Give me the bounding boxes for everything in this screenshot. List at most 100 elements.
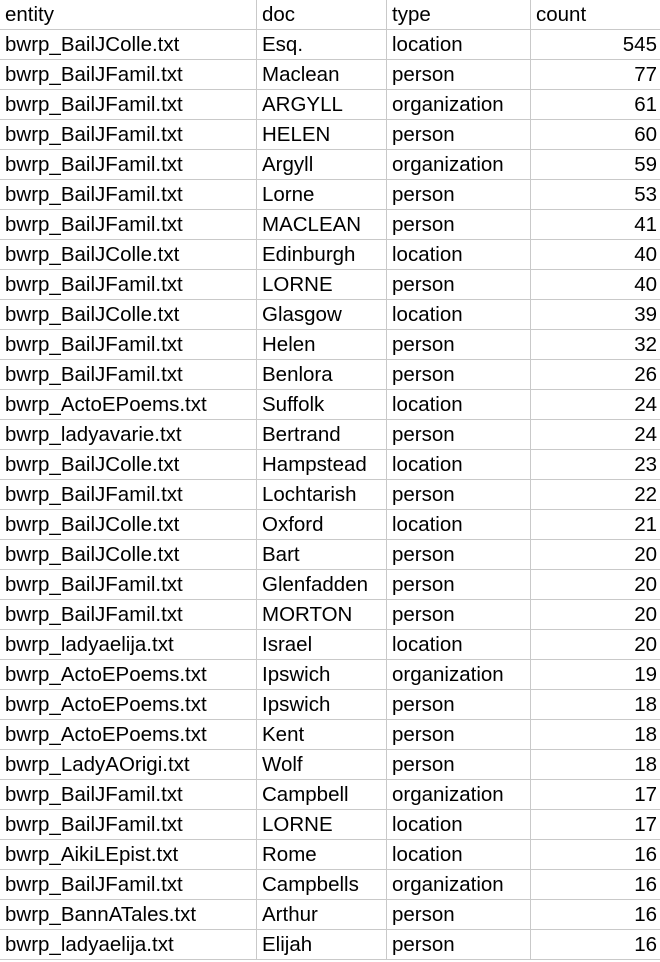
cell-entity[interactable]: bwrp_BailJFamil.txt	[0, 150, 257, 180]
cell-type[interactable]: person	[387, 930, 531, 960]
cell-doc[interactable]: Suffolk	[257, 390, 387, 420]
cell-entity[interactable]: bwrp_BailJFamil.txt	[0, 870, 257, 900]
header-cell-type[interactable]: type	[387, 0, 531, 30]
cell-doc[interactable]: Ipswich	[257, 660, 387, 690]
cell-type[interactable]: location	[387, 450, 531, 480]
cell-count[interactable]: 16	[531, 840, 660, 870]
cell-count[interactable]: 23	[531, 450, 660, 480]
cell-entity[interactable]: bwrp_BailJFamil.txt	[0, 360, 257, 390]
cell-count[interactable]: 59	[531, 150, 660, 180]
cell-type[interactable]: organization	[387, 780, 531, 810]
cell-entity[interactable]: bwrp_BailJFamil.txt	[0, 210, 257, 240]
cell-type[interactable]: organization	[387, 90, 531, 120]
cell-count[interactable]: 24	[531, 390, 660, 420]
cell-count[interactable]: 18	[531, 720, 660, 750]
cell-count[interactable]: 40	[531, 240, 660, 270]
cell-type[interactable]: location	[387, 630, 531, 660]
cell-count[interactable]: 19	[531, 660, 660, 690]
cell-count[interactable]: 545	[531, 30, 660, 60]
cell-type[interactable]: person	[387, 600, 531, 630]
cell-entity[interactable]: bwrp_BailJColle.txt	[0, 30, 257, 60]
header-cell-doc[interactable]: doc	[257, 0, 387, 30]
cell-entity[interactable]: bwrp_ActoEPoems.txt	[0, 690, 257, 720]
cell-type[interactable]: person	[387, 570, 531, 600]
cell-type[interactable]: location	[387, 510, 531, 540]
cell-doc[interactable]: Oxford	[257, 510, 387, 540]
cell-doc[interactable]: Helen	[257, 330, 387, 360]
cell-count[interactable]: 22	[531, 480, 660, 510]
cell-doc[interactable]: Elijah	[257, 930, 387, 960]
cell-entity[interactable]: bwrp_ladyavarie.txt	[0, 420, 257, 450]
cell-count[interactable]: 21	[531, 510, 660, 540]
cell-count[interactable]: 18	[531, 690, 660, 720]
cell-type[interactable]: location	[387, 390, 531, 420]
cell-count[interactable]: 39	[531, 300, 660, 330]
cell-count[interactable]: 18	[531, 750, 660, 780]
header-cell-count[interactable]: count	[531, 0, 660, 30]
cell-doc[interactable]: Kent	[257, 720, 387, 750]
cell-entity[interactable]: bwrp_BailJColle.txt	[0, 450, 257, 480]
cell-doc[interactable]: Bertrand	[257, 420, 387, 450]
cell-entity[interactable]: bwrp_BailJFamil.txt	[0, 570, 257, 600]
cell-doc[interactable]: ARGYLL	[257, 90, 387, 120]
cell-count[interactable]: 20	[531, 540, 660, 570]
cell-entity[interactable]: bwrp_BailJFamil.txt	[0, 90, 257, 120]
cell-doc[interactable]: Glenfadden	[257, 570, 387, 600]
cell-type[interactable]: person	[387, 330, 531, 360]
cell-entity[interactable]: bwrp_BailJColle.txt	[0, 240, 257, 270]
cell-entity[interactable]: bwrp_ladyaelija.txt	[0, 630, 257, 660]
cell-count[interactable]: 16	[531, 900, 660, 930]
cell-doc[interactable]: Arthur	[257, 900, 387, 930]
cell-type[interactable]: location	[387, 300, 531, 330]
cell-count[interactable]: 41	[531, 210, 660, 240]
cell-count[interactable]: 17	[531, 810, 660, 840]
cell-count[interactable]: 53	[531, 180, 660, 210]
cell-count[interactable]: 16	[531, 870, 660, 900]
cell-doc[interactable]: Wolf	[257, 750, 387, 780]
cell-type[interactable]: person	[387, 750, 531, 780]
cell-count[interactable]: 61	[531, 90, 660, 120]
cell-entity[interactable]: bwrp_BailJFamil.txt	[0, 780, 257, 810]
cell-type[interactable]: person	[387, 210, 531, 240]
cell-doc[interactable]: MORTON	[257, 600, 387, 630]
cell-doc[interactable]: Edinburgh	[257, 240, 387, 270]
cell-type[interactable]: person	[387, 720, 531, 750]
cell-type[interactable]: location	[387, 810, 531, 840]
cell-entity[interactable]: bwrp_BailJFamil.txt	[0, 600, 257, 630]
cell-type[interactable]: person	[387, 270, 531, 300]
cell-entity[interactable]: bwrp_BailJFamil.txt	[0, 330, 257, 360]
cell-doc[interactable]: MACLEAN	[257, 210, 387, 240]
cell-entity[interactable]: bwrp_BailJFamil.txt	[0, 810, 257, 840]
cell-doc[interactable]: Campbell	[257, 780, 387, 810]
cell-doc[interactable]: Bart	[257, 540, 387, 570]
cell-entity[interactable]: bwrp_BailJFamil.txt	[0, 480, 257, 510]
cell-entity[interactable]: bwrp_BailJColle.txt	[0, 540, 257, 570]
cell-doc[interactable]: Campbells	[257, 870, 387, 900]
cell-type[interactable]: person	[387, 900, 531, 930]
cell-doc[interactable]: LORNE	[257, 810, 387, 840]
cell-entity[interactable]: bwrp_AikiLEpist.txt	[0, 840, 257, 870]
cell-entity[interactable]: bwrp_ActoEPoems.txt	[0, 390, 257, 420]
cell-type[interactable]: person	[387, 360, 531, 390]
cell-doc[interactable]: Israel	[257, 630, 387, 660]
cell-doc[interactable]: Hampstead	[257, 450, 387, 480]
cell-doc[interactable]: Maclean	[257, 60, 387, 90]
cell-count[interactable]: 20	[531, 630, 660, 660]
cell-doc[interactable]: Rome	[257, 840, 387, 870]
cell-type[interactable]: person	[387, 690, 531, 720]
cell-count[interactable]: 17	[531, 780, 660, 810]
cell-type[interactable]: organization	[387, 870, 531, 900]
cell-doc[interactable]: Argyll	[257, 150, 387, 180]
cell-type[interactable]: organization	[387, 660, 531, 690]
cell-doc[interactable]: Esq.	[257, 30, 387, 60]
cell-entity[interactable]: bwrp_BailJColle.txt	[0, 300, 257, 330]
cell-doc[interactable]: HELEN	[257, 120, 387, 150]
header-cell-entity[interactable]: entity	[0, 0, 257, 30]
cell-doc[interactable]: Lorne	[257, 180, 387, 210]
cell-entity[interactable]: bwrp_ladyaelija.txt	[0, 930, 257, 960]
cell-count[interactable]: 24	[531, 420, 660, 450]
cell-doc[interactable]: Ipswich	[257, 690, 387, 720]
cell-doc[interactable]: LORNE	[257, 270, 387, 300]
cell-count[interactable]: 40	[531, 270, 660, 300]
cell-type[interactable]: location	[387, 840, 531, 870]
